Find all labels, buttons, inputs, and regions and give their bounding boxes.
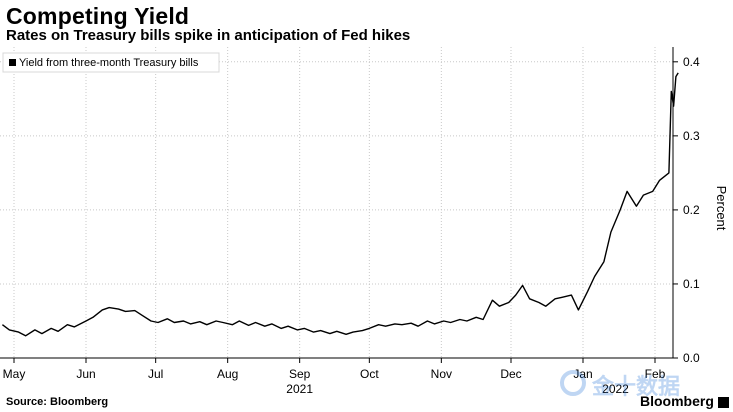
x-tick-label: Dec	[500, 367, 521, 381]
legend-label: Yield from three-month Treasury bills	[19, 57, 199, 69]
y-tick-label: 0.3	[683, 129, 700, 143]
x-tick-label: Aug	[217, 367, 238, 381]
chart-subtitle: Rates on Treasury bills spike in anticip…	[6, 27, 411, 44]
series-layer	[1, 72, 679, 337]
gridlines	[0, 47, 673, 358]
x-tick-label: Jul	[148, 367, 163, 381]
legend-box	[2, 52, 220, 73]
source-note: Source: Bloomberg	[6, 396, 109, 408]
x-tick-label: Feb	[645, 367, 666, 381]
y-axis-label: Percent	[714, 186, 729, 231]
x-year-label: 2021	[286, 382, 313, 396]
brand-name: Bloomberg	[640, 393, 714, 409]
x-tick-label: Jun	[76, 367, 95, 381]
x-tick-label: Oct	[360, 367, 379, 381]
axes: 0.0 0.1 0.2 0.3 0.4 May Jun Jul Aug Sep Oct Nov Dec J…	[0, 47, 700, 396]
legend: Yield from three-month Treasury bills	[2, 52, 220, 73]
x-year-label: 2022	[602, 382, 629, 396]
series-line	[1, 72, 679, 337]
legend-swatch	[9, 59, 16, 66]
bloomberg-chart-icon	[718, 397, 729, 408]
y-tick-label: 0.0	[683, 351, 700, 365]
y-tick-label: 0.2	[683, 203, 700, 217]
x-tick-label: Nov	[431, 367, 452, 381]
x-tick-label: Jan	[573, 367, 592, 381]
chart-title: Competing Yield	[6, 3, 190, 29]
x-tick-label: May	[3, 367, 26, 381]
x-tick-label: Sep	[289, 367, 311, 381]
y-tick-label: 0.4	[683, 55, 700, 69]
y-tick-label: 0.1	[683, 277, 700, 291]
